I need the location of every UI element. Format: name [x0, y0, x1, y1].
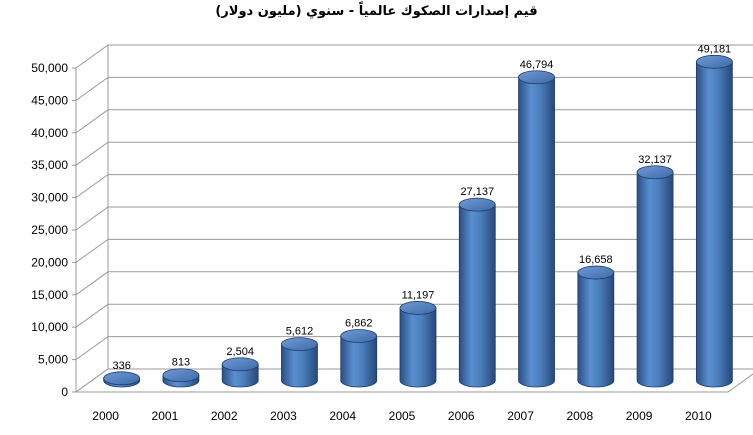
- bar-top: [281, 337, 318, 352]
- gridline: [75, 76, 753, 101]
- data-label: 813: [172, 357, 190, 369]
- x-tick-label: 2002: [211, 409, 238, 423]
- y-tick-label: 50,000: [31, 61, 68, 75]
- x-tick-label: 2003: [270, 409, 297, 423]
- bar-top: [399, 301, 437, 315]
- x-tick-label: 2006: [448, 409, 475, 423]
- bar: [695, 54, 733, 388]
- y-tick-label: 35,000: [31, 158, 68, 172]
- bar-body: [577, 272, 615, 388]
- bar-body: [458, 204, 496, 388]
- bar: [340, 329, 378, 388]
- y-tick-label: 30,000: [31, 191, 68, 205]
- y-tick-label: 20,000: [31, 255, 68, 269]
- bar: [636, 165, 674, 388]
- y-tick-label: 45,000: [31, 93, 68, 107]
- bar-body: [636, 171, 674, 388]
- bar: [518, 70, 555, 388]
- gridline: [75, 109, 753, 134]
- x-tick-label: 2001: [152, 409, 179, 423]
- x-tick-label: 2004: [329, 409, 356, 423]
- bar-top: [162, 368, 200, 383]
- bar-body: [340, 335, 378, 388]
- bar: [221, 357, 259, 388]
- bar: [458, 197, 496, 388]
- bar-top: [695, 54, 733, 69]
- bar: [281, 337, 318, 388]
- y-tick-label: 40,000: [31, 126, 68, 140]
- x-tick-label: 2007: [507, 409, 534, 423]
- data-label: 32,137: [638, 154, 672, 166]
- data-label: 5,612: [286, 326, 314, 338]
- bar-body: [695, 61, 733, 388]
- bar-top: [518, 70, 555, 85]
- y-tick-label: 15,000: [31, 288, 68, 302]
- x-tick-label: 2005: [389, 409, 416, 423]
- bar: [577, 265, 615, 388]
- data-label: 6,862: [345, 318, 373, 330]
- bar: [162, 368, 200, 388]
- bar-top: [458, 197, 496, 212]
- data-label: 27,137: [460, 186, 494, 198]
- data-label: 16,658: [579, 254, 613, 266]
- chart-title: قيم إصدارات الصكوك عالمياً - سنوي (مليون…: [215, 4, 538, 19]
- bar-body: [518, 76, 555, 388]
- x-tick-label: 2008: [566, 409, 593, 423]
- data-label: 2,504: [226, 346, 254, 358]
- gridline: [75, 44, 753, 69]
- x-tick-label: 2000: [92, 409, 119, 423]
- data-label: 336: [112, 360, 130, 372]
- x-tick-label: 2009: [626, 409, 653, 423]
- y-tick-label: 25,000: [31, 223, 68, 237]
- y-tick-label: 0: [61, 385, 68, 399]
- bar-body: [281, 343, 318, 388]
- data-label: 11,197: [402, 289, 435, 301]
- bar: [399, 301, 437, 388]
- bar-top: [577, 265, 615, 280]
- y-tick-label: 5,000: [38, 353, 68, 367]
- data-label: 46,794: [520, 59, 554, 71]
- bar-top: [636, 165, 674, 180]
- bar: [103, 371, 141, 388]
- bar-body: [399, 307, 437, 388]
- bar-top: [103, 371, 141, 386]
- bar-top: [221, 357, 259, 372]
- data-label: 49,181: [698, 43, 732, 55]
- bar-top: [340, 329, 378, 343]
- x-tick-label: 2010: [685, 409, 712, 423]
- y-tick-label: 10,000: [31, 320, 68, 334]
